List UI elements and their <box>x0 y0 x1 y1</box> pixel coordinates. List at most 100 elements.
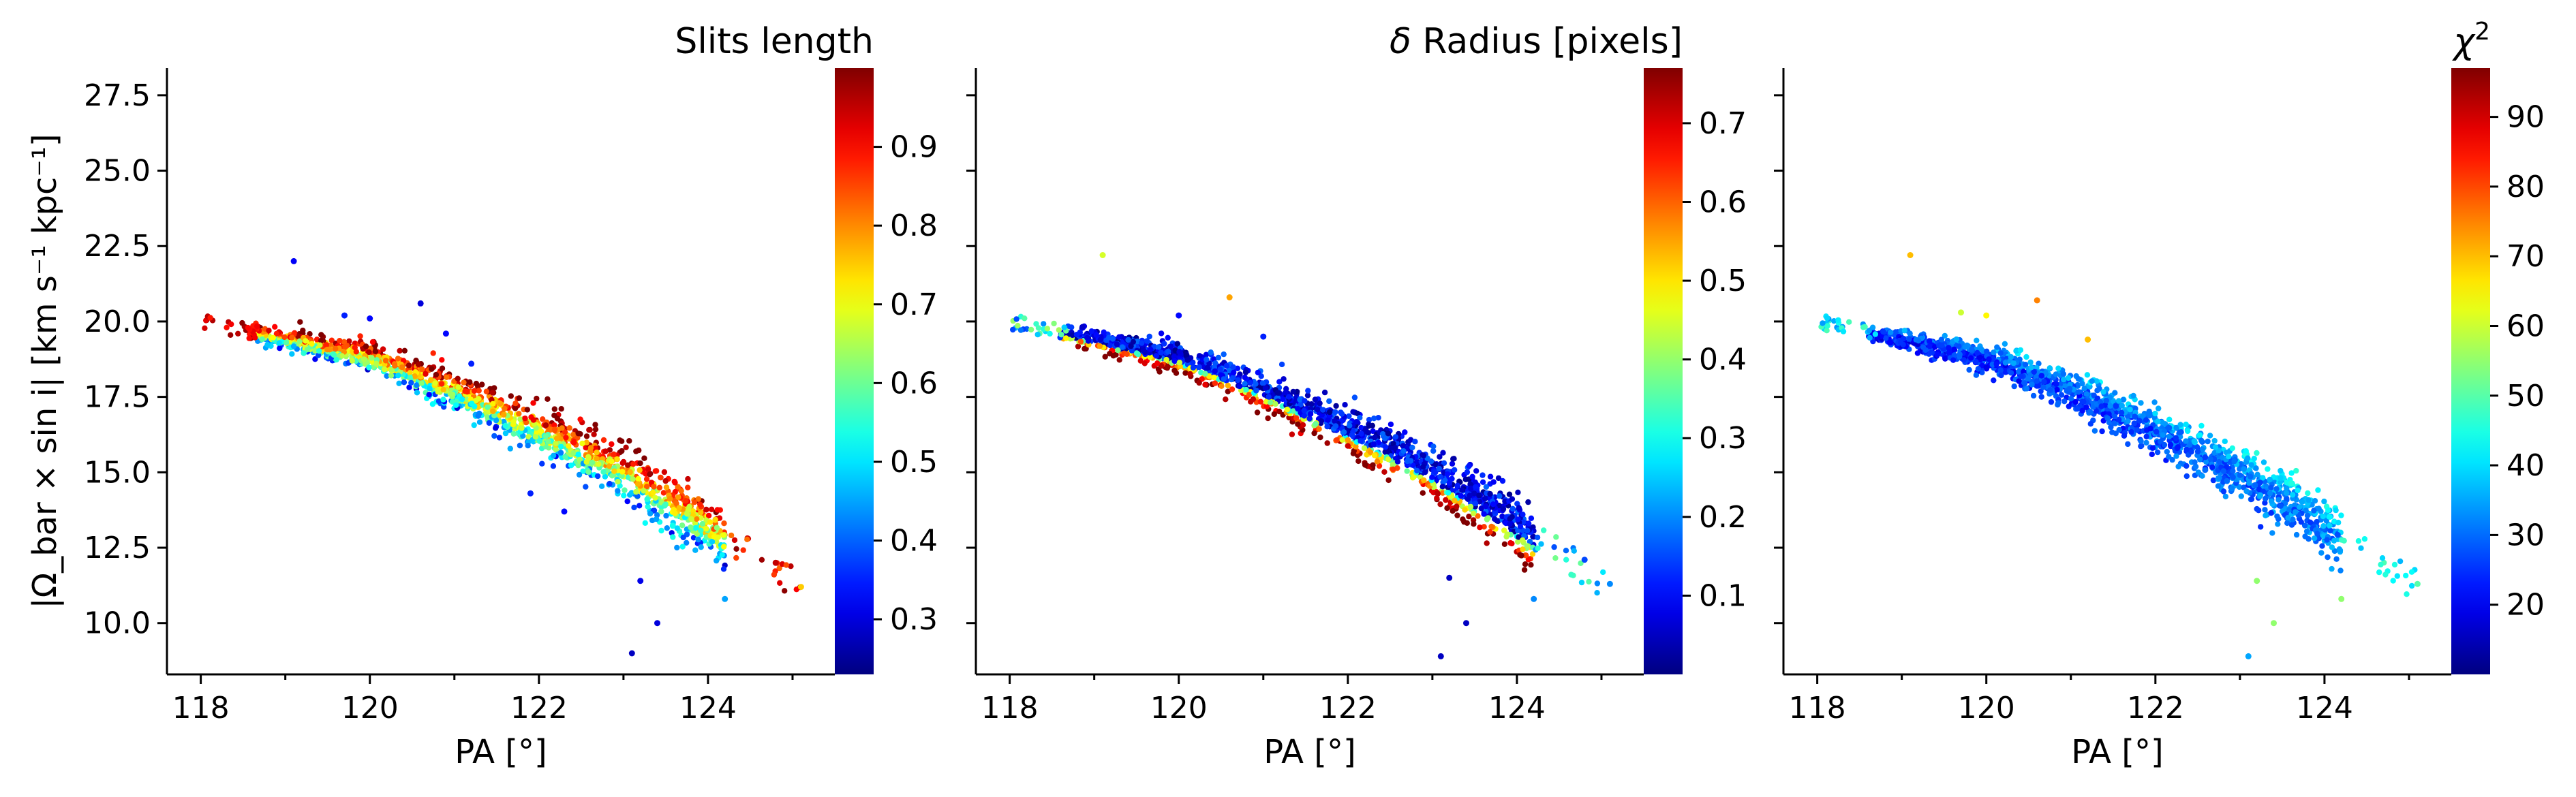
data-point <box>1366 416 1373 423</box>
data-point <box>357 333 363 339</box>
data-point <box>1144 338 1150 344</box>
data-point <box>1334 437 1340 443</box>
data-point <box>602 448 609 454</box>
data-point <box>1135 351 1141 358</box>
data-point <box>1350 450 1357 456</box>
data-point <box>309 341 315 347</box>
data-point <box>720 532 726 538</box>
data-point <box>685 475 691 482</box>
data-point <box>2198 422 2205 429</box>
data-point <box>1430 443 1437 450</box>
data-point <box>1290 388 1296 395</box>
data-point <box>2315 487 2321 493</box>
data-point <box>1311 430 1317 437</box>
data-point <box>2311 535 2318 542</box>
data-point <box>2035 383 2041 389</box>
data-point <box>663 512 669 519</box>
data-point <box>1527 538 1533 545</box>
data-point <box>1056 327 1062 333</box>
data-point <box>1101 329 1107 335</box>
colorbar-tick-label: 50 <box>2506 379 2545 413</box>
data-point <box>2161 441 2168 448</box>
data-point <box>1578 579 1585 586</box>
data-point <box>2186 441 2193 448</box>
data-point <box>1975 366 1982 372</box>
data-point <box>600 469 607 475</box>
data-point <box>1897 339 1904 345</box>
data-point <box>1449 460 1456 467</box>
data-point <box>2327 527 2333 534</box>
data-point <box>2107 394 2113 401</box>
data-point <box>1392 434 1399 440</box>
data-point <box>2321 498 2327 505</box>
data-point <box>1600 569 1606 576</box>
data-point <box>1221 351 1227 358</box>
colorbar-title: χ2 <box>2451 18 2490 62</box>
data-point <box>2147 413 2153 419</box>
data-point <box>2058 392 2065 398</box>
data-point <box>2183 463 2190 469</box>
data-point <box>776 565 782 572</box>
data-point <box>1147 354 1153 360</box>
x-tick-label: 124 <box>1488 691 1546 725</box>
data-point <box>1473 484 1479 490</box>
colorbar-tick-label: 20 <box>2506 588 2545 623</box>
data-point <box>1259 380 1266 386</box>
data-point <box>290 343 297 349</box>
data-point <box>1951 352 1957 358</box>
data-point <box>1316 426 1322 432</box>
data-point <box>1253 381 1259 387</box>
data-point <box>637 467 643 473</box>
data-point <box>1184 357 1191 363</box>
data-point <box>372 348 379 354</box>
data-point <box>2290 516 2296 522</box>
data-point <box>1115 347 1121 354</box>
colorbar-tick-label: 0.4 <box>1699 343 1747 377</box>
data-point <box>2265 466 2271 472</box>
data-point <box>2018 373 2024 379</box>
data-point <box>2336 546 2342 552</box>
data-point <box>497 401 504 407</box>
data-point <box>2275 521 2281 527</box>
data-point <box>2378 561 2384 567</box>
data-point <box>2202 454 2209 460</box>
y-tick-label: 25.0 <box>84 154 151 189</box>
data-point <box>1281 376 1287 382</box>
data-point <box>733 546 739 552</box>
data-point <box>1154 360 1161 366</box>
data-point <box>1289 431 1295 437</box>
data-point <box>1347 422 1353 428</box>
data-point <box>2109 429 2115 435</box>
data-point <box>2061 376 2067 383</box>
data-point <box>1332 418 1338 424</box>
data-point <box>1041 321 1047 327</box>
data-point <box>707 519 714 525</box>
data-point <box>1385 477 1392 484</box>
data-point <box>2268 484 2274 490</box>
data-point <box>594 473 601 480</box>
outlier-point <box>637 578 644 584</box>
data-point <box>2376 569 2382 576</box>
data-point <box>2274 513 2280 520</box>
data-point <box>1349 432 1355 438</box>
data-point <box>1452 497 1458 504</box>
data-point <box>2177 422 2183 428</box>
data-point <box>1163 356 1169 363</box>
data-point <box>1515 489 1521 495</box>
data-point <box>2099 428 2105 435</box>
data-point <box>1063 335 1069 341</box>
outlier-point <box>1958 309 1964 316</box>
data-point <box>674 544 680 551</box>
data-point <box>587 445 594 451</box>
scatter-points <box>1818 252 2421 659</box>
data-point <box>1404 468 1410 474</box>
outlier-point <box>417 300 424 307</box>
data-point <box>1176 360 1183 366</box>
data-point <box>2257 492 2264 499</box>
data-point <box>709 539 716 545</box>
data-point <box>1907 330 1913 337</box>
data-point <box>1994 344 2000 350</box>
data-point <box>637 460 643 467</box>
data-point <box>652 495 658 501</box>
data-point <box>318 337 324 344</box>
